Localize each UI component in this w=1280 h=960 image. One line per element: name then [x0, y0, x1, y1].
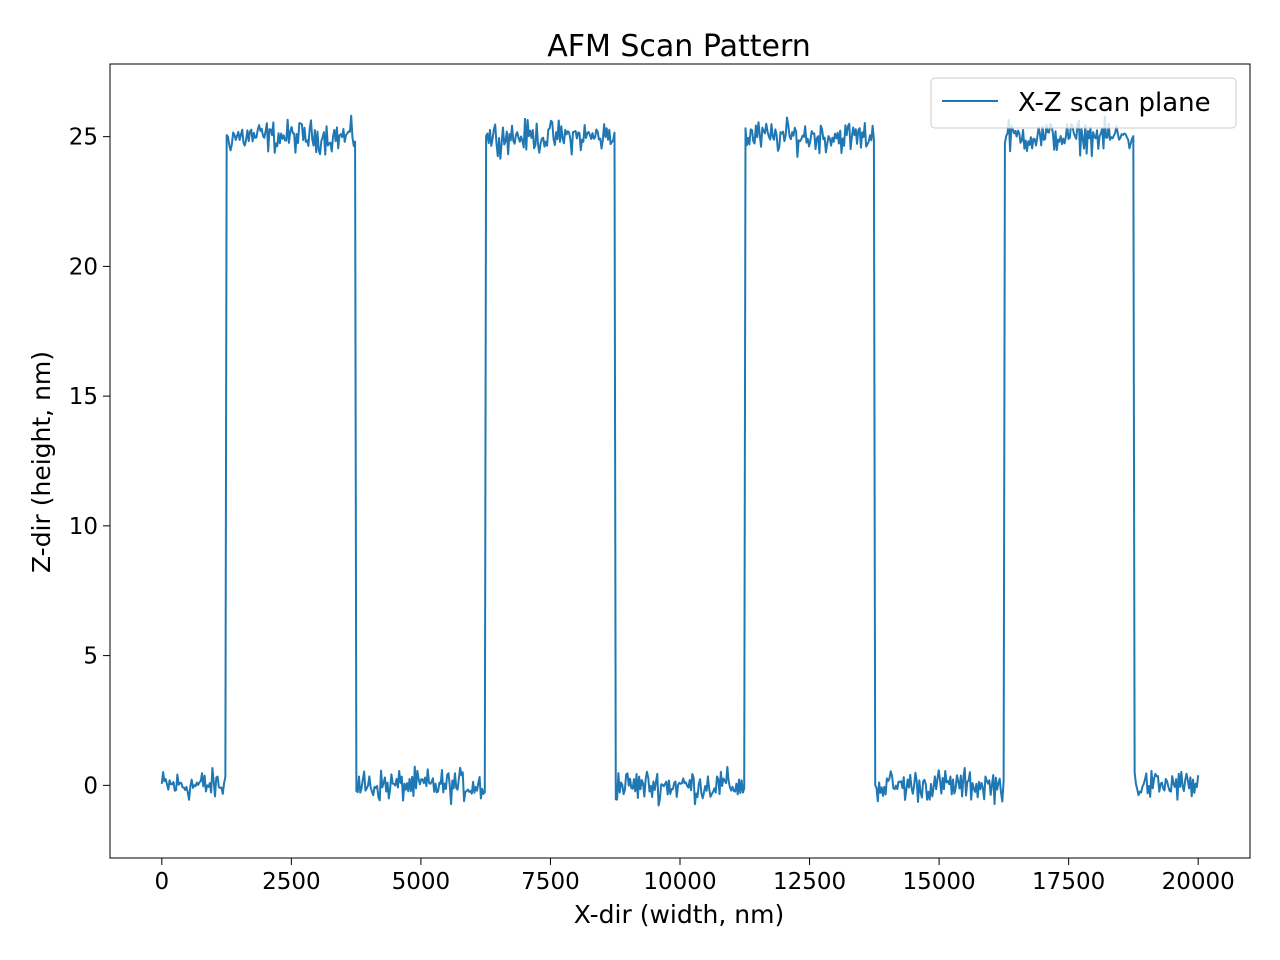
y-tick-label: 0	[83, 773, 98, 799]
x-tick-label: 2500	[262, 869, 321, 895]
x-tick-label: 20000	[1162, 869, 1235, 895]
x-tick-label: 15000	[903, 869, 976, 895]
x-tick-label: 17500	[1032, 869, 1105, 895]
y-axis: 0 5 10 15 20 25	[69, 125, 110, 799]
legend-box	[930, 77, 1237, 129]
plot-area	[109, 63, 1251, 859]
x-axis-label: X-dir (width, nm)	[574, 900, 784, 929]
x-tick-label: 12500	[773, 869, 846, 895]
y-tick-label: 20	[69, 254, 98, 280]
x-axis: 0 2500 5000 7500 10000 12500 15000 17500 20000	[154, 858, 1235, 895]
legend-label: X-Z scan plane	[1018, 88, 1211, 118]
y-tick-label: 5	[83, 644, 98, 670]
x-tick-label: 5000	[392, 869, 451, 895]
x-tick-label: 10000	[643, 869, 716, 895]
y-tick-label: 15	[69, 384, 98, 410]
y-tick-label: 25	[69, 125, 98, 151]
y-tick-label: 10	[69, 514, 98, 540]
x-tick-label: 7500	[521, 869, 580, 895]
y-axis-label: Z-dir (height, nm)	[27, 351, 56, 573]
x-tick-label: 0	[154, 869, 169, 895]
series-line-xz-scan-plane	[160, 114, 1200, 807]
legend: X-Z scan plane	[930, 77, 1237, 129]
chart-title: AFM Scan Pattern	[547, 29, 811, 64]
